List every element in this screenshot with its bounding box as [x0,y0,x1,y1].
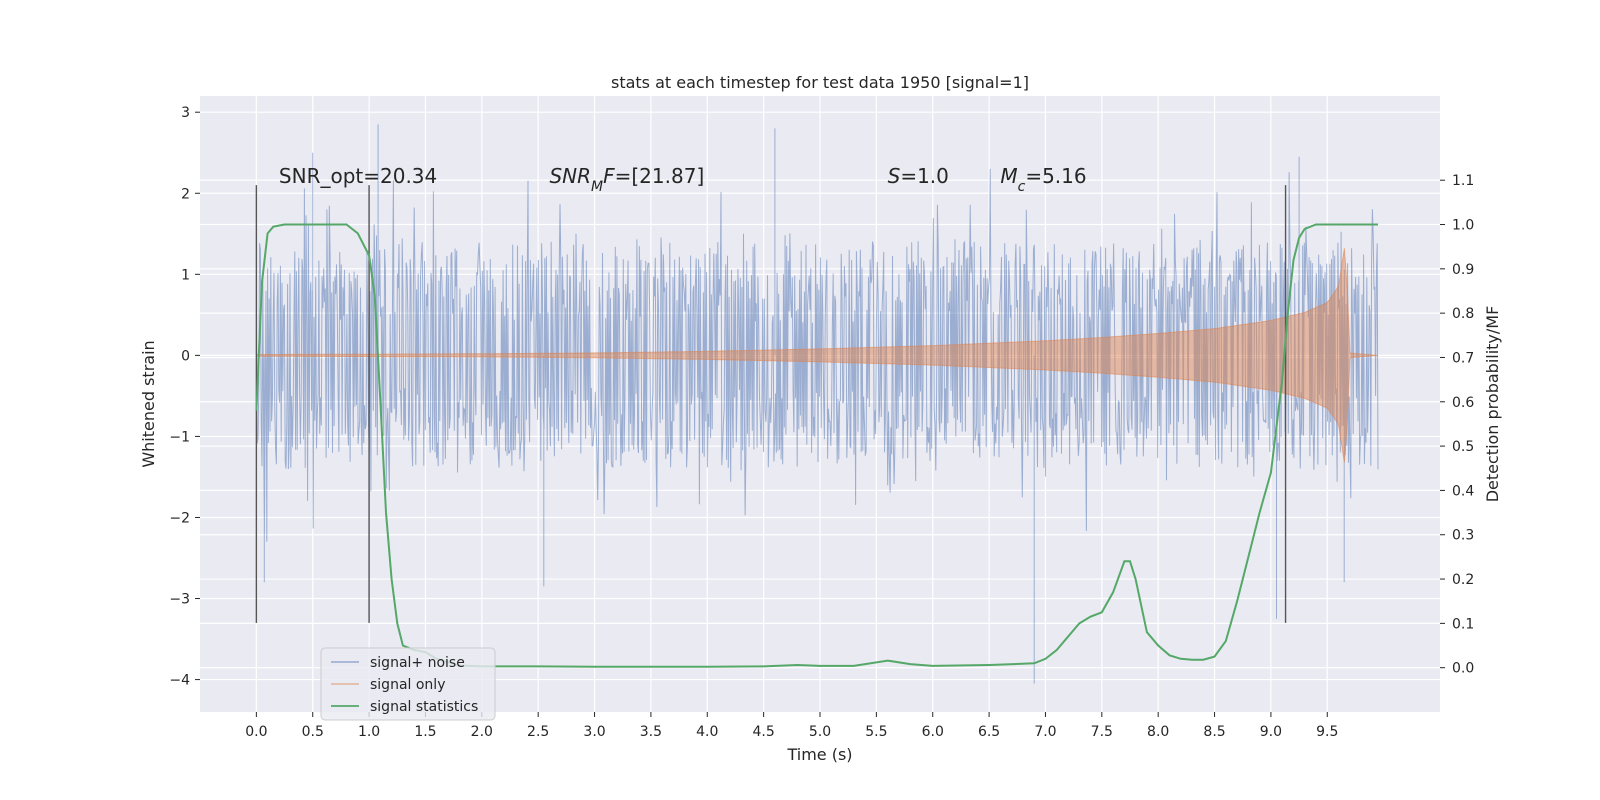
plot-content [255,124,1379,684]
y2-tick-label: 0.7 [1452,350,1474,366]
x-tick-label: 9.0 [1260,724,1282,740]
x-tick-label: 4.5 [753,724,775,740]
annotation: SNRMF=[21.87] [549,164,704,195]
y-tick-label: −3 [169,592,190,608]
x-axis-label: Time (s) [786,745,852,764]
y-tick-label: 3 [181,105,190,121]
x-tick-label: 4.0 [696,724,718,740]
x-tick-label: 0.5 [302,724,324,740]
y2-tick-label: 1.0 [1452,218,1474,234]
y2-axis-label: Detection probability/MF [1483,306,1502,503]
signal-statistics-line [255,223,1378,668]
legend-label-signal-noise: signal+ noise [370,655,465,671]
y-axis-label: Whitened strain [139,340,158,467]
y2-tick-label: 0.8 [1452,306,1474,322]
x-tick-label: 3.0 [583,724,605,740]
x-tick-label: 6.0 [922,724,944,740]
annotation: Mc=5.16 [1000,164,1086,195]
x-axis: 0.0 0.5 1.0 1.5 2.0 2.5 3.0 3.5 4.0 4.5 5.0 5.5 6.0 6… [245,712,1338,740]
x-tick-label: 1.0 [358,724,380,740]
legend: signal+ noise signal only signal statist… [320,647,496,721]
y2-tick-label: 0.5 [1452,439,1474,455]
x-tick-label: 5.0 [809,724,831,740]
signal-noise-trace [255,124,1379,684]
y2-tick-label: 0.3 [1452,528,1474,544]
y-axis: −4 −3 −2 −1 0 1 2 3 [169,105,200,689]
x-tick-label: 7.0 [1034,724,1056,740]
annotations: SNR_opt=20.34 SNRMF=[21.87] S=1.0 Mc=5.16 [279,164,1087,195]
x-tick-label: 9.5 [1316,724,1338,740]
y2-tick-label: 0.0 [1452,661,1474,677]
x-tick-label: 8.0 [1147,724,1169,740]
x-tick-label: 2.0 [471,724,493,740]
y2-tick-label: 1.1 [1452,173,1474,189]
y-tick-label: 0 [181,348,190,364]
annotation: S=1.0 [888,164,949,188]
y-tick-label: −2 [169,510,190,526]
y-tick-label: 1 [181,267,190,283]
x-tick-label: 7.5 [1091,724,1113,740]
y2-axis: 0.0 0.1 0.2 0.3 0.4 0.5 0.6 0.7 0.8 0.9 1.0 1.1 [1440,173,1474,677]
y2-tick-label: 0.1 [1452,616,1474,632]
x-tick-label: 3.5 [640,724,662,740]
x-tick-label: 8.5 [1203,724,1225,740]
y-tick-label: −1 [169,429,190,445]
y2-tick-label: 0.9 [1452,262,1474,278]
y-tick-label: 2 [181,186,190,202]
y2-tick-label: 0.4 [1452,483,1474,499]
legend-box [320,647,496,721]
y-tick-label: −4 [169,673,190,689]
x-tick-label: 1.5 [414,724,436,740]
legend-label-signal-only: signal only [370,677,445,693]
y2-tick-label: 0.6 [1452,395,1474,411]
legend-label-signal-statistics: signal statistics [370,699,478,715]
x-tick-label: 5.5 [865,724,887,740]
signal-only-trace [255,248,1379,463]
chart-title: stats at each timestep for test data 195… [611,73,1029,92]
x-tick-label: 2.5 [527,724,549,740]
annotation: SNR_opt=20.34 [279,164,437,188]
x-tick-label: 0.0 [245,724,267,740]
y2-tick-label: 0.2 [1452,572,1474,588]
x-tick-label: 6.5 [978,724,1000,740]
